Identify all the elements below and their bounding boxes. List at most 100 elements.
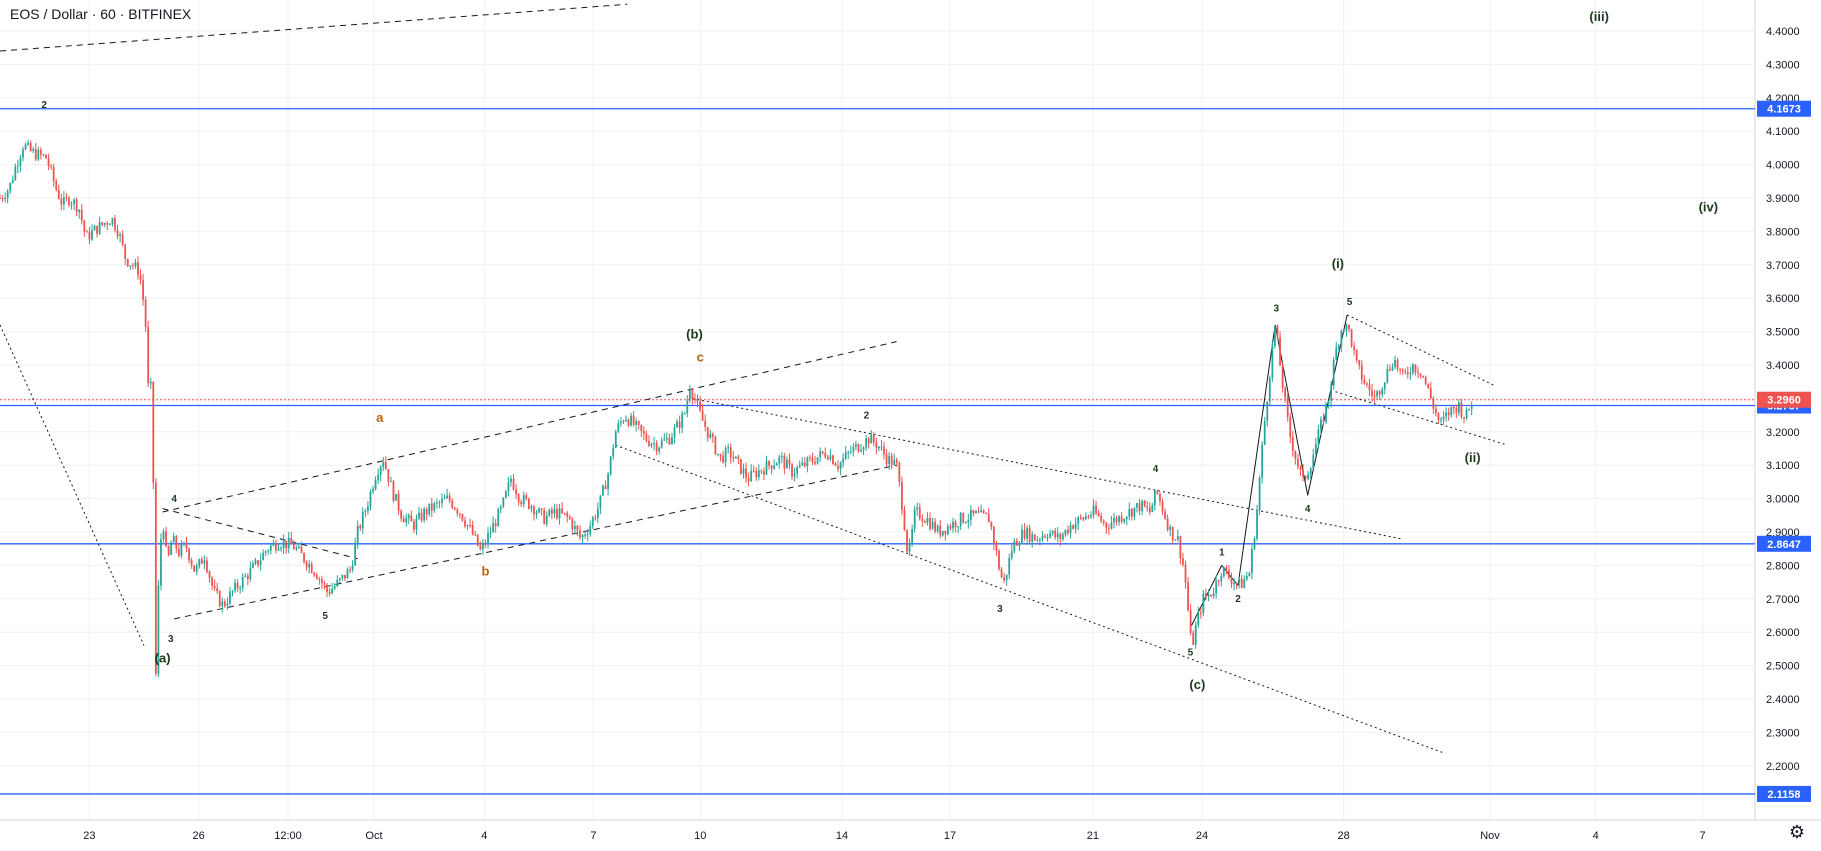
candle-body <box>768 461 770 466</box>
candle-body <box>106 223 109 225</box>
candle-body <box>770 465 773 469</box>
candle-body <box>1074 523 1077 529</box>
candle-body <box>535 512 538 515</box>
wave-label: 3 <box>997 604 1003 615</box>
candle-body <box>387 469 390 482</box>
candle-body <box>280 548 282 550</box>
candle-body <box>783 455 786 469</box>
candle-body <box>231 590 234 592</box>
candle-body <box>1010 551 1013 558</box>
price-level-label: 3.2960 <box>1767 395 1801 407</box>
candle-body <box>413 521 415 530</box>
candle-body <box>1391 367 1394 371</box>
candle-body <box>1067 529 1069 534</box>
candle-body <box>423 509 426 521</box>
candle-body <box>1291 436 1294 452</box>
wave-label: 2 <box>41 100 47 111</box>
candle-body <box>1317 429 1320 444</box>
candle-body <box>512 478 515 490</box>
candle-body <box>724 448 727 463</box>
candle-body <box>234 582 236 591</box>
candle-body <box>1107 527 1110 529</box>
candle-body <box>625 419 627 422</box>
candle-body <box>745 468 747 478</box>
candle-body <box>1330 385 1333 401</box>
candle-body <box>1041 536 1044 540</box>
candle-body <box>1141 500 1143 511</box>
candle-body <box>750 470 753 482</box>
candle-body <box>185 542 188 549</box>
candle-body <box>612 447 615 457</box>
candle-body <box>594 517 597 519</box>
candle-body <box>229 591 231 604</box>
price-level-badge <box>1757 785 1811 802</box>
candle-body <box>351 565 354 570</box>
y-tick-label: 3.6000 <box>1766 293 1800 305</box>
candle-body <box>870 434 873 444</box>
candle-body <box>34 149 37 160</box>
candle-body <box>1404 371 1407 373</box>
candle-body <box>1281 365 1284 389</box>
candle-body <box>668 437 671 445</box>
candle-body <box>481 543 484 550</box>
candle-body <box>614 431 617 448</box>
x-tick-label: 4 <box>481 830 487 842</box>
candle-body <box>216 588 219 592</box>
candle-body <box>926 517 929 523</box>
candle-body <box>1159 493 1161 502</box>
candle-body <box>929 517 931 529</box>
candle-body <box>167 546 170 556</box>
candle-body <box>287 537 290 549</box>
candle-body <box>1105 522 1108 528</box>
y-tick-label: 2.3000 <box>1766 727 1800 739</box>
candle-body <box>1394 359 1396 368</box>
wave-label: 4 <box>171 494 177 505</box>
x-tick-label: 10 <box>694 830 706 842</box>
candle-body <box>1125 516 1128 520</box>
candle-body <box>1309 468 1312 475</box>
candle-body <box>1276 326 1279 338</box>
candle-body <box>200 559 203 564</box>
candle-body <box>372 489 374 492</box>
candle-body <box>206 560 208 572</box>
candle-body <box>591 517 594 527</box>
candle-body <box>1235 583 1238 585</box>
candle-body <box>1284 388 1287 398</box>
candle-body <box>821 451 824 454</box>
candle-body <box>627 419 630 426</box>
candle-body <box>1113 517 1115 523</box>
y-tick-label: 3.2000 <box>1766 427 1800 439</box>
candle-body <box>103 223 106 225</box>
candle-body <box>1015 540 1018 546</box>
candle-body <box>78 209 81 213</box>
candle-body <box>443 498 446 500</box>
candle-body <box>11 179 14 183</box>
candle-body <box>1320 419 1322 430</box>
candle-body <box>1381 388 1384 395</box>
candle-body <box>259 560 262 566</box>
candle-body <box>6 190 9 199</box>
candle-body <box>489 532 492 534</box>
candle-body <box>157 585 160 674</box>
candle-body <box>390 481 392 483</box>
candle-body <box>269 545 272 551</box>
candle-body <box>1100 515 1103 522</box>
candle-body <box>602 485 604 496</box>
candle-body <box>1378 391 1381 395</box>
candle-body <box>323 583 326 585</box>
gear-icon[interactable]: ⚙ <box>1788 822 1805 842</box>
candle-body <box>530 506 533 509</box>
candle-body <box>305 561 308 568</box>
wave-label: (c) <box>1189 677 1205 692</box>
candle-body <box>888 455 891 464</box>
candle-body <box>487 533 489 544</box>
candle-body <box>1079 517 1082 519</box>
candle-body <box>315 574 318 579</box>
candle-body <box>1090 515 1092 517</box>
candle-body <box>898 462 901 482</box>
candle-body <box>374 479 377 490</box>
candle-body <box>934 521 937 532</box>
candle-body <box>277 548 280 551</box>
